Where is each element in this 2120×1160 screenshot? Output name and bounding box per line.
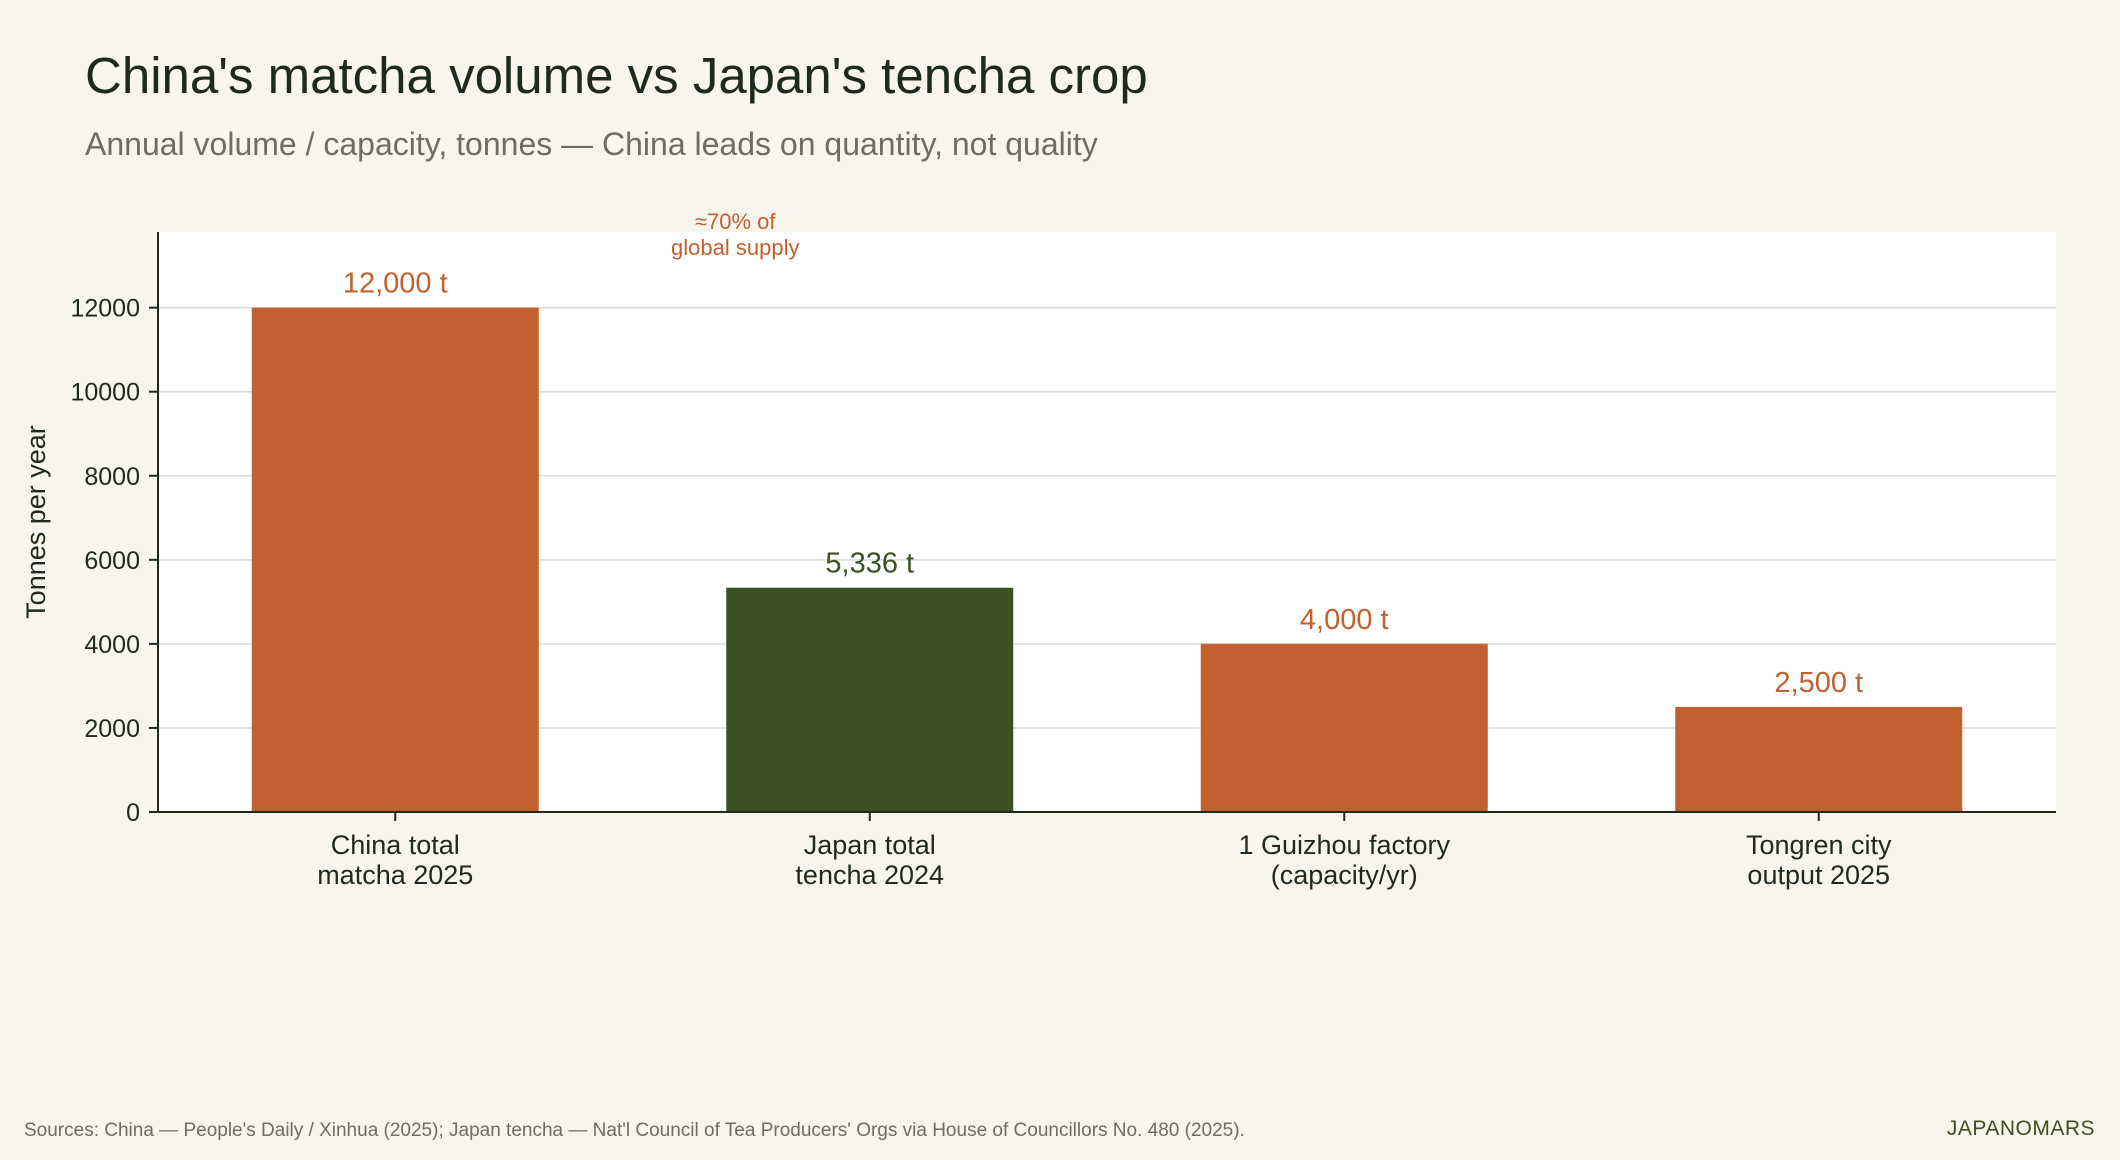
y-tick-label: 12000 (70, 295, 140, 323)
y-tick-label: 10000 (70, 379, 140, 407)
value-label: 12,000 t (343, 268, 448, 300)
value-label: 5,336 t (825, 548, 914, 580)
y-tick-label: 8000 (84, 463, 140, 491)
chart-title: China's matcha volume vs Japan's tencha … (85, 47, 1148, 104)
bar (251, 307, 539, 812)
chart-subtitle: Annual volume / capacity, tonnes — China… (85, 126, 1098, 162)
y-axis-title: Tonnes per year (21, 425, 51, 619)
x-tick-label: Tongren city output 2025 (1746, 830, 1892, 890)
supply-annotation: ≈70% of global supply (671, 209, 799, 260)
y-tick-label: 6000 (84, 547, 140, 575)
x-tick-label: 1 Guizhou factory (capacity/yr) (1238, 830, 1450, 890)
sources-note: Sources: China — People's Daily / Xinhua… (24, 1120, 1245, 1141)
x-tick-label: China total matcha 2025 (317, 830, 473, 890)
x-tick-label: Japan total tencha 2024 (795, 830, 944, 890)
bar (1200, 643, 1488, 812)
bar (726, 587, 1014, 812)
bar (1675, 706, 1963, 812)
brand-label: JAPANOMARS (1946, 1117, 2095, 1140)
y-tick-label: 4000 (84, 631, 140, 659)
value-label: 4,000 t (1300, 604, 1389, 636)
y-tick-label: 0 (126, 799, 140, 827)
y-tick-label: 2000 (84, 715, 140, 743)
value-label: 2,500 t (1774, 667, 1863, 699)
